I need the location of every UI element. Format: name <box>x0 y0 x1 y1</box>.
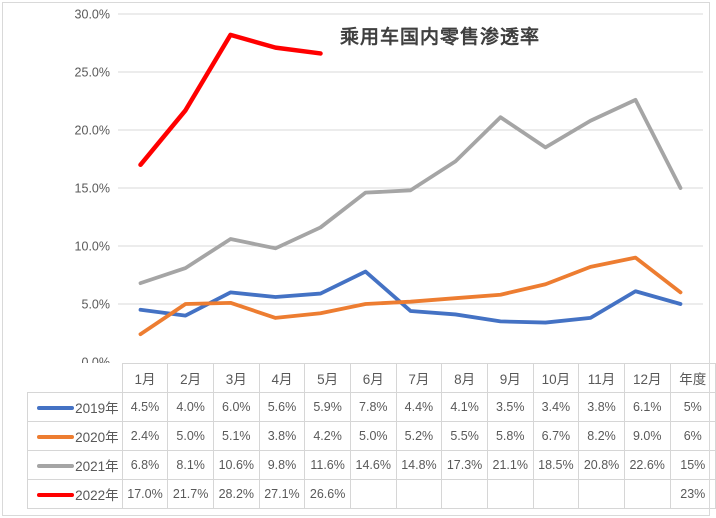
table-row: 2019年 4.5% 4.0% 6.0% 5.6% 5.9% 7.8% 4.4% 4.1% 3.5… <box>27 392 716 422</box>
table-value-cell: 6% <box>669 421 716 451</box>
month-header: 7月 <box>395 363 443 393</box>
table-value-cell: 2.4% <box>121 421 169 451</box>
series-line-2022年 <box>138 32 323 168</box>
table-value-cell: 5.5% <box>441 421 488 451</box>
table-value-cell: 3.5% <box>486 392 534 422</box>
month-header: 1月 <box>121 363 169 393</box>
table-value-cell: 18.5% <box>532 450 580 480</box>
legend-cell-2019年: 2019年 <box>27 392 123 422</box>
table-value-cell: 21.1% <box>486 450 534 480</box>
y-axis-label: 0.0% <box>82 356 111 364</box>
table-value-cell: 26.6% <box>304 479 351 509</box>
table-value-cell: 4.0% <box>167 392 214 422</box>
y-axis-label: 10.0% <box>75 240 110 254</box>
table-value-cell <box>532 479 580 509</box>
table-value-cell: 7.8% <box>349 392 397 422</box>
table-value-cell <box>349 479 397 509</box>
table-value-cell: 8.1% <box>167 450 214 480</box>
table-value-cell: 14.8% <box>395 450 443 480</box>
table-value-cell: 11.6% <box>304 450 351 480</box>
table-value-cell: 5.9% <box>304 392 351 422</box>
table-value-cell: 5.2% <box>395 421 443 451</box>
month-header: 6月 <box>349 363 397 393</box>
table-value-cell: 5.6% <box>258 392 306 422</box>
month-header: 5月 <box>304 363 351 393</box>
y-axis-label: 30.0% <box>75 8 110 22</box>
table-value-cell: 6.1% <box>623 392 671 422</box>
month-header: 10月 <box>532 363 580 393</box>
month-header: 11月 <box>578 363 625 393</box>
table-value-cell: 8.2% <box>578 421 625 451</box>
table-row: 2020年 2.4% 5.0% 5.1% 3.8% 4.2% 5.0% 5.2% 5.5% 5.8… <box>27 421 716 451</box>
legend-line-swatch <box>37 464 75 469</box>
table-row: 2022年 17.0% 21.7% 28.2% 27.1% 26.6% 23% <box>27 479 716 509</box>
table-value-cell: 5.8% <box>486 421 534 451</box>
table-value-cell: 4.2% <box>304 421 351 451</box>
month-header: 3月 <box>212 363 260 393</box>
legend-label: 2022年 <box>75 488 119 503</box>
legend-line-swatch <box>37 406 75 411</box>
table-value-cell <box>578 479 625 509</box>
month-header: 9月 <box>486 363 534 393</box>
table-value-cell <box>441 479 488 509</box>
chart-title: 乘用车国内零售渗透率 <box>339 27 540 48</box>
table-row: 2021年 6.8% 8.1% 10.6% 9.8% 11.6% 14.6% 14.8% 17.… <box>27 450 716 480</box>
table-value-cell <box>486 479 534 509</box>
y-axis-label: 5.0% <box>82 298 111 312</box>
table-value-cell: 27.1% <box>258 479 306 509</box>
table-value-cell: 23% <box>669 479 716 509</box>
legend-label: 2019年 <box>75 401 119 416</box>
y-axis-label: 15.0% <box>75 182 110 196</box>
month-header: 年度 <box>669 363 716 393</box>
legend-line-swatch <box>37 435 75 440</box>
legend-label: 2020年 <box>75 430 119 445</box>
table-value-cell <box>395 479 443 509</box>
month-header: 2月 <box>167 363 214 393</box>
month-header: 12月 <box>623 363 671 393</box>
table-value-cell: 22.6% <box>623 450 671 480</box>
table-value-cell: 14.6% <box>349 450 397 480</box>
y-axis-label: 25.0% <box>75 66 110 80</box>
y-axis-label: 20.0% <box>75 124 110 138</box>
month-header: 4月 <box>258 363 306 393</box>
table-value-cell: 6.8% <box>121 450 169 480</box>
table-value-cell: 5.1% <box>212 421 260 451</box>
table-value-cell: 4.1% <box>441 392 488 422</box>
series-line-2021年 <box>138 97 683 286</box>
legend-label: 2021年 <box>75 459 119 474</box>
table-value-cell: 3.8% <box>578 392 625 422</box>
table-value-cell <box>623 479 671 509</box>
table-value-cell: 4.4% <box>395 392 443 422</box>
table-value-cell: 5.0% <box>349 421 397 451</box>
table-value-cell: 5.0% <box>167 421 214 451</box>
table-value-cell: 20.8% <box>578 450 625 480</box>
legend-cell-2021年: 2021年 <box>27 450 123 480</box>
table-value-cell: 5% <box>669 392 716 422</box>
table-value-cell: 21.7% <box>167 479 214 509</box>
table-value-cell: 10.6% <box>212 450 260 480</box>
legend-line-swatch <box>37 493 75 498</box>
table-value-cell: 15% <box>669 450 716 480</box>
table-value-cell: 9.0% <box>623 421 671 451</box>
table-value-cell: 3.4% <box>532 392 580 422</box>
table-value-cell: 4.5% <box>121 392 169 422</box>
table-value-cell: 6.7% <box>532 421 580 451</box>
table-value-cell: 6.0% <box>212 392 260 422</box>
table-value-cell: 28.2% <box>212 479 260 509</box>
series-line-2019年 <box>138 269 683 325</box>
legend-cell-2022年: 2022年 <box>27 479 123 509</box>
table-value-cell: 3.8% <box>258 421 306 451</box>
month-header: 8月 <box>441 363 488 393</box>
table-value-cell: 17.0% <box>121 479 169 509</box>
table-value-cell: 17.3% <box>441 450 488 480</box>
data-table: 1月 2月 3月 4月 5月 6月 7月 8月 9月 10月 11月 12月 年度 2019年 4.5% 4.… <box>27 363 716 509</box>
legend-cell-2020年: 2020年 <box>27 421 123 451</box>
line-chart: 30.0% 25.0% 20.0% 15.0% 10.0% 5.0% 0.0% <box>75 8 703 364</box>
table-header-row: 1月 2月 3月 4月 5月 6月 7月 8月 9月 10月 11月 12月 年度 <box>28 363 716 393</box>
series-line-2020年 <box>138 255 683 337</box>
table-corner-cell <box>28 364 123 393</box>
table-value-cell: 9.8% <box>258 450 306 480</box>
